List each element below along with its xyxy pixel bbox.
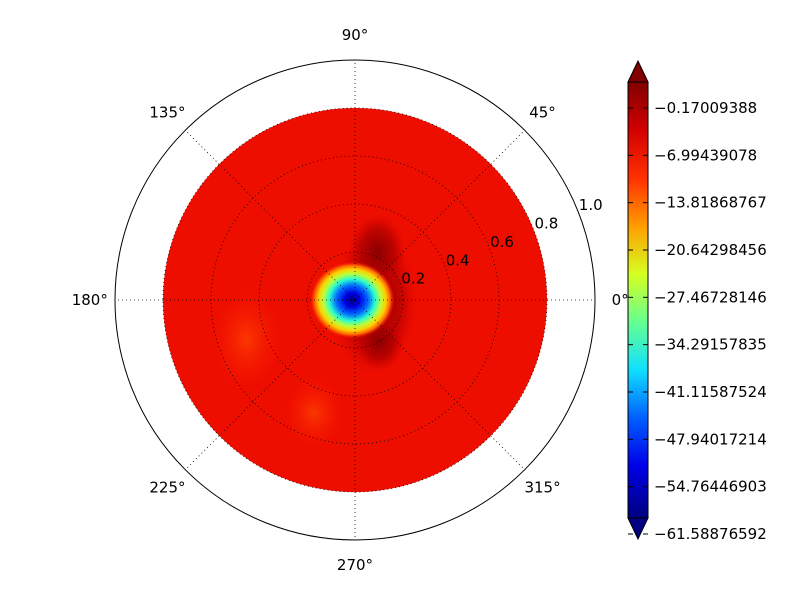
polar-frame [114,59,596,541]
minimum-well [310,261,395,339]
colorbar-extend-min [627,517,649,541]
colorbar-tick-label: −0.17009388 [654,99,757,117]
radial-tick-label: 0.4 [446,251,470,269]
radial-tick-labels: 0.2 0.4 0.6 0.8 1.0 [401,196,602,287]
orange-patch-left [213,291,281,388]
colorbar-ticks: −0.17009388 −6.99439078 −13.81868767 −20.64… [628,99,767,543]
angular-tick-label: 270° [337,556,373,574]
orange-patch-lower-left [285,379,343,447]
angular-tick-label: 225° [149,479,185,497]
colorbar-tick-label: −34.29157835 [654,336,767,354]
angular-tick-labels: 0° 45° 90° 135° 180° 225° 270° 315° [72,26,629,574]
colorbar: −0.17009388 −6.99439078 −13.81868767 −20.64… [627,59,767,543]
colorbar-tick-label: −13.81868767 [654,194,767,212]
radial-tick-label: 0.6 [490,233,514,251]
colorbar-tick-label: −61.58876592 [654,525,767,543]
radial-tick-label: 0.2 [401,270,425,288]
radial-tick-label: 1.0 [579,196,603,214]
data-contours [213,213,418,447]
angular-tick-label: 135° [149,103,185,121]
colorbar-tick-label: −27.46728146 [654,288,767,306]
colorbar-body [627,81,649,519]
colorbar-extend-max [627,59,649,83]
angular-gridline-5 [185,299,356,470]
angular-gridline-1 [354,130,525,301]
colorbar-tick-label: −47.94017214 [654,430,767,448]
angular-gridline-3 [185,130,356,301]
angular-tick-label: 0° [612,291,629,309]
angular-tick-label: 315° [524,479,560,497]
angular-tick-label: 180° [72,291,108,309]
angular-tick-label: 90° [342,26,369,44]
radial-tick-label: 0.8 [534,215,558,233]
colorbar-tick-label: −6.99439078 [654,146,757,164]
colorbar-tick-label: −54.76446903 [654,478,767,496]
polar-grid [115,60,595,540]
colorbar-tick-label: −20.64298456 [654,241,767,259]
angular-tick-label: 45° [529,103,556,121]
colorbar-tick-label: −41.11587524 [654,383,767,401]
angular-gridline-7 [354,299,525,470]
